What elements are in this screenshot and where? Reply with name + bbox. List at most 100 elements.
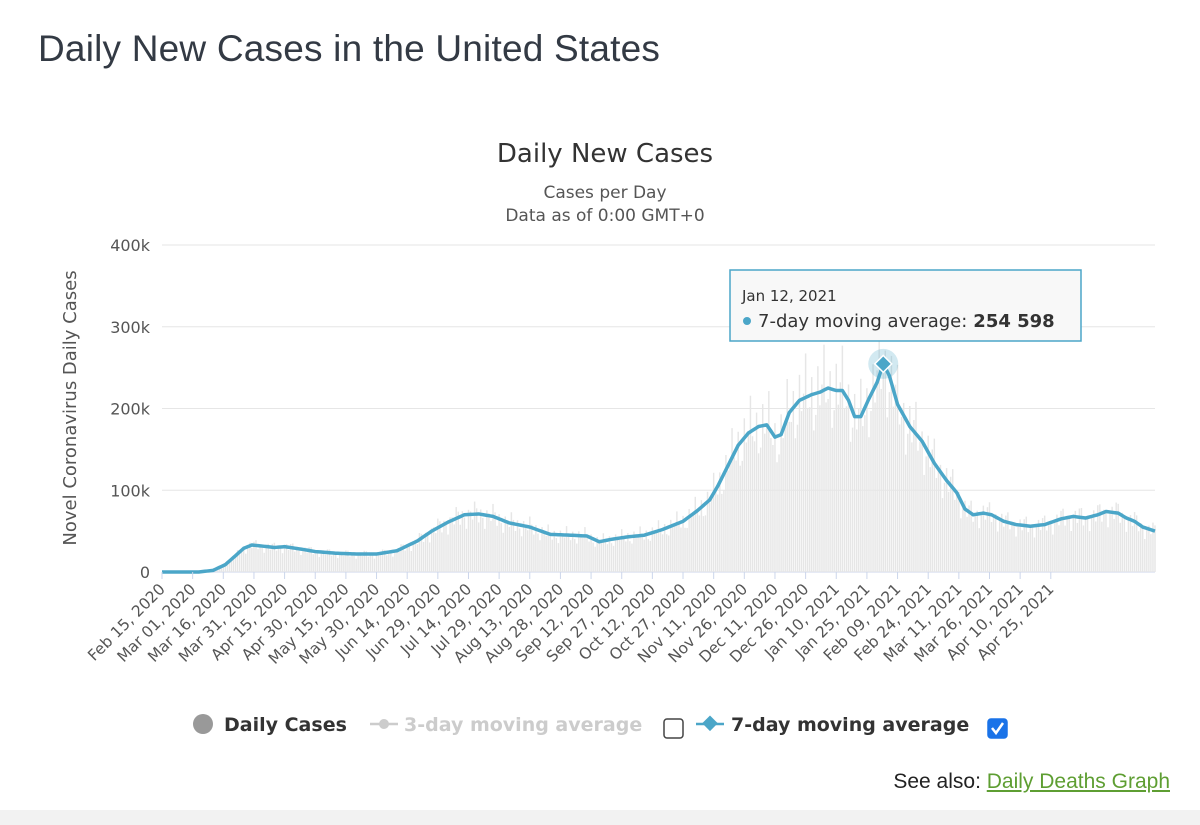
daily-cases-bar: [322, 550, 325, 572]
daily-cases-bar: [890, 355, 893, 572]
daily-cases-bar: [686, 527, 688, 572]
daily-cases-bar: [347, 550, 349, 572]
daily-cases-bar: [947, 491, 950, 572]
daily-deaths-graph-link[interactable]: Daily Deaths Graph: [986, 770, 1170, 793]
daily-cases-bar: [473, 501, 476, 572]
daily-cases-bar: [1092, 510, 1095, 572]
daily-cases-bar: [1045, 530, 1048, 572]
daily-cases-bar: [853, 393, 856, 572]
daily-cases-bar: [949, 476, 952, 572]
daily-cases-bar: [982, 505, 985, 572]
daily-cases-bar: [780, 414, 782, 572]
daily-cases-bar: [778, 454, 780, 572]
daily-cases-bar: [449, 517, 451, 572]
daily-cases-bar: [541, 527, 543, 572]
daily-cases-bar: [1095, 521, 1097, 572]
checkbox-3-day-average[interactable]: [663, 718, 684, 739]
legend-item-3-day-average[interactable]: 3-day moving average: [370, 714, 642, 736]
daily-cases-bar: [1076, 522, 1079, 572]
daily-cases-bar: [774, 423, 776, 572]
daily-cases-bar: [825, 402, 827, 572]
daily-cases-bar: [510, 512, 513, 572]
daily-cases-bar: [710, 497, 713, 572]
daily-cases-bar: [729, 462, 731, 572]
daily-cases-bar: [494, 512, 496, 572]
daily-cases-bar: [992, 515, 995, 572]
daily-cases-bar: [878, 329, 880, 572]
daily-cases-bar: [690, 517, 692, 572]
daily-cases-bar: [1150, 534, 1152, 572]
daily-cases-bar: [974, 514, 976, 572]
daily-cases-bar: [1144, 539, 1146, 572]
daily-cases-bar: [954, 499, 956, 572]
daily-cases-bar: [755, 412, 758, 572]
legend-daily-cases-swatch: [193, 714, 213, 734]
daily-cases-bar: [717, 494, 719, 572]
tooltip-date: Jan 12, 2021: [741, 287, 837, 305]
daily-cases-bar: [884, 350, 887, 572]
daily-cases-bar: [790, 421, 793, 572]
daily-cases-bar: [1027, 532, 1030, 572]
daily-cases-bar: [506, 520, 509, 572]
daily-cases-bar: [400, 544, 402, 572]
daily-cases-bar: [359, 552, 361, 572]
tooltip-series-row: 7-day moving average: 254 598: [758, 311, 1055, 332]
daily-cases-bar: [915, 401, 917, 572]
daily-cases-bar: [680, 527, 682, 572]
daily-cases-bar: [535, 525, 537, 572]
chart-subtitle-line-2: Data as of 0:00 GMT+0: [505, 206, 704, 226]
daily-cases-bar: [296, 547, 298, 572]
daily-cases-bar: [704, 515, 707, 572]
daily-cases-bar: [1074, 510, 1077, 572]
daily-cases-bar: [518, 528, 521, 572]
daily-cases-bar: [919, 442, 921, 572]
daily-cases-bar: [383, 549, 386, 572]
daily-cases-bar: [623, 536, 625, 572]
daily-cases-bar: [941, 498, 944, 572]
daily-cases-bar: [868, 437, 870, 572]
daily-cases-bar: [1070, 530, 1072, 572]
daily-cases-bar: [633, 531, 635, 572]
daily-cases-bar: [817, 366, 819, 572]
daily-cases-bar: [565, 526, 568, 572]
checkbox-7-day-average[interactable]: [987, 718, 1008, 739]
daily-cases-bar: [367, 556, 370, 572]
daily-cases-bar: [770, 437, 772, 572]
daily-cases-bar: [343, 555, 345, 572]
daily-cases-bar: [739, 465, 741, 572]
daily-cases-bar: [855, 429, 858, 572]
daily-cases-bar: [247, 547, 249, 572]
daily-cases-bar: [447, 534, 449, 572]
daily-cases-bar: [443, 520, 445, 572]
daily-cases-bar: [349, 556, 351, 572]
daily-cases-bar: [976, 510, 978, 572]
daily-cases-bar: [332, 552, 335, 572]
daily-cases-bar: [557, 543, 560, 572]
daily-cases-bar: [455, 507, 457, 572]
daily-cases-bar: [269, 549, 272, 572]
daily-cases-bar: [692, 514, 694, 572]
daily-cases-bar: [649, 540, 652, 572]
daily-cases-bar: [302, 549, 304, 572]
daily-cases-bar: [735, 460, 737, 572]
daily-cases-bar: [330, 555, 333, 572]
daily-cases-bar: [874, 402, 876, 572]
daily-cases-bar: [621, 529, 623, 572]
daily-cases-bar: [727, 470, 729, 572]
daily-cases-bar: [698, 515, 701, 572]
daily-cases-bar: [600, 543, 603, 572]
daily-cases-bar: [300, 554, 302, 572]
legend-item-daily-cases[interactable]: Daily Cases: [193, 714, 347, 736]
daily-cases-bar: [655, 532, 658, 572]
daily-cases-bar: [267, 543, 269, 572]
daily-cases-bar: [798, 374, 801, 572]
daily-cases-bar: [772, 444, 774, 572]
chart-title: Daily New Cases: [497, 139, 713, 169]
legend-item-7-day-average[interactable]: 7-day moving average: [696, 714, 969, 736]
daily-cases-bar: [547, 524, 549, 572]
daily-cases-bar: [287, 549, 290, 572]
page-title: Daily New Cases in the United States: [38, 28, 661, 69]
daily-cases-bar: [1139, 523, 1142, 572]
daily-cases-bar: [627, 533, 629, 572]
daily-new-cases-chart: Daily New Cases Cases per Day Data as of…: [60, 139, 1156, 739]
